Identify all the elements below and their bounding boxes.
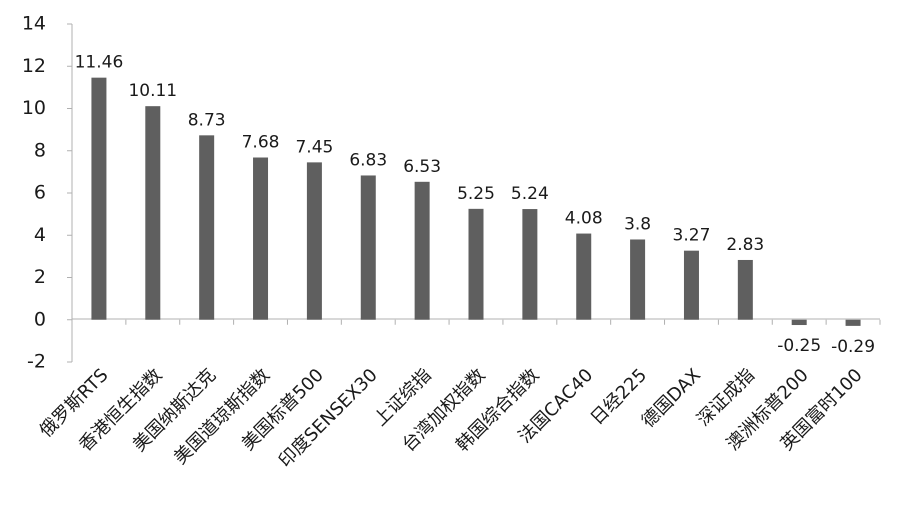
- data-label: 7.68: [242, 133, 280, 153]
- data-label: -0.25: [777, 336, 821, 356]
- data-label: 7.45: [295, 137, 333, 157]
- bar: [145, 106, 161, 320]
- bar: [253, 157, 269, 320]
- y-axis-ticks: 14 12 10 8 6 4 2 0 -2: [22, 13, 881, 373]
- y-tick-label: 6: [34, 182, 46, 204]
- y-tick-label: 10: [22, 97, 46, 119]
- y-tick-label: 4: [34, 224, 46, 246]
- bar: [199, 135, 215, 320]
- data-label: 11.46: [75, 53, 124, 73]
- bar: [630, 239, 646, 320]
- bar: [522, 209, 538, 320]
- y-tick-label: 12: [22, 55, 46, 77]
- x-tick-label: 德国DAX: [638, 365, 705, 432]
- x-tick-label: 印度SENSEX30: [275, 365, 382, 472]
- data-label: 10.11: [128, 81, 177, 101]
- bar: [845, 319, 861, 326]
- bar: [683, 250, 699, 320]
- y-tick-label: 14: [22, 13, 46, 35]
- data-label: 6.53: [403, 157, 441, 177]
- data-label: -0.29: [831, 337, 875, 357]
- x-tick-label: 美国道琼斯指数: [170, 365, 274, 469]
- y-tick-label: 2: [34, 266, 46, 288]
- y-tick-label: 0: [34, 308, 46, 330]
- y-tick-label: 8: [34, 139, 46, 161]
- data-label: 4.08: [565, 209, 603, 229]
- bar: [576, 233, 592, 320]
- data-label: 2.83: [726, 235, 764, 255]
- data-label: 5.24: [511, 184, 549, 204]
- data-label: 3.27: [673, 226, 711, 246]
- bar: [414, 181, 430, 320]
- bar: [468, 208, 484, 320]
- x-axis-tick-labels: 俄罗斯RTS香港恒生指数美国纳斯达克美国道琼斯指数美国标普500印度SENSEX…: [36, 365, 867, 472]
- data-label: 6.83: [349, 150, 387, 170]
- y-tick-label: -2: [27, 351, 46, 373]
- bars-group: [91, 77, 861, 326]
- data-label: 8.73: [188, 110, 226, 130]
- bar: [91, 77, 107, 320]
- data-label: 5.25: [457, 184, 495, 204]
- bar: [306, 162, 322, 320]
- bar: [360, 175, 376, 320]
- data-label: 3.8: [624, 214, 651, 234]
- bar: [737, 259, 753, 320]
- bar: [791, 319, 807, 326]
